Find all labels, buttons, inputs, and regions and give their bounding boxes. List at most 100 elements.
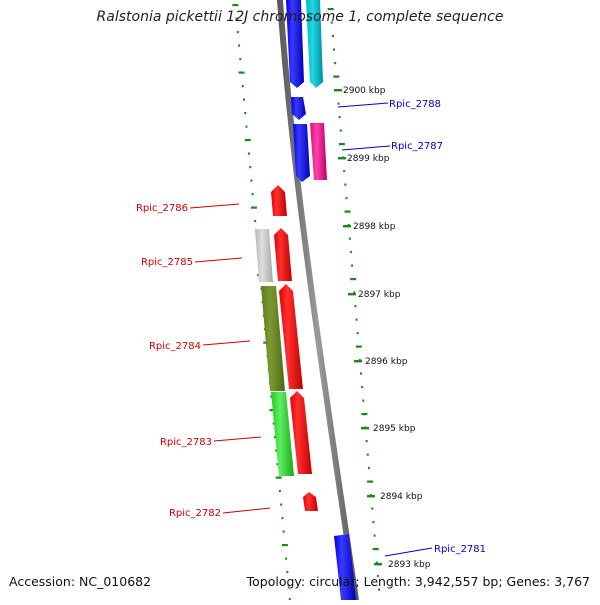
gene-rpic-2782[interactable] bbox=[303, 492, 318, 511]
gene-label[interactable]: Rpic_2784 bbox=[149, 341, 201, 352]
gene-label[interactable]: Rpic_2782 bbox=[169, 508, 221, 519]
gene-label[interactable]: Rpic_2787 bbox=[391, 141, 443, 152]
outer-tick bbox=[362, 399, 365, 402]
gene-rpic-2785-grey[interactable] bbox=[255, 229, 273, 282]
inner-tick bbox=[247, 152, 250, 155]
inner-tick bbox=[287, 584, 290, 587]
gene-cyan-top[interactable] bbox=[306, 0, 323, 88]
scale-label: 2897 kbp bbox=[358, 290, 401, 300]
inner-tick bbox=[236, 31, 239, 34]
inner-tick bbox=[285, 557, 288, 560]
outer-tick bbox=[367, 480, 374, 483]
outer-tick bbox=[376, 575, 379, 578]
gene-rpic-2789-top[interactable] bbox=[286, 0, 304, 88]
gene-rpic-2783-green[interactable] bbox=[271, 392, 294, 476]
inner-tick bbox=[235, 17, 238, 20]
scale-tick bbox=[338, 157, 346, 160]
chromosome-backbone bbox=[277, 0, 359, 600]
scale-tick bbox=[354, 360, 362, 363]
gene-label[interactable]: Rpic_2785 bbox=[141, 257, 193, 268]
inner-tick bbox=[251, 193, 254, 196]
forward-genes bbox=[286, 0, 356, 600]
outer-tick bbox=[367, 467, 370, 470]
outer-tick bbox=[327, 8, 334, 11]
inner-tick bbox=[278, 490, 281, 493]
scale-label: 2900 kbp bbox=[343, 86, 386, 96]
scale-label: 2899 kbp bbox=[347, 154, 390, 164]
gene-rpic-2784-red[interactable] bbox=[279, 284, 303, 389]
inner-tick bbox=[275, 449, 278, 452]
gene-rpic-2787-magenta[interactable] bbox=[310, 123, 327, 180]
inner-tick bbox=[245, 125, 248, 128]
gene-label-leader bbox=[194, 257, 243, 263]
inner-tick bbox=[250, 206, 257, 209]
inner-tick bbox=[275, 476, 282, 479]
gene-rpic-2783-red[interactable] bbox=[290, 391, 312, 474]
scale-label: 2898 kbp bbox=[353, 222, 396, 232]
inner-tick bbox=[269, 409, 276, 412]
outer-tick bbox=[354, 305, 357, 308]
gene-rpic-2788[interactable] bbox=[291, 97, 306, 120]
outer-tick bbox=[372, 548, 379, 551]
inner-tick bbox=[281, 544, 288, 547]
scale-markers: 2900 kbp 2899 kbp 2898 kbp 2897 kbp 2896 kbp… bbox=[334, 86, 431, 570]
scale-tick bbox=[367, 495, 375, 498]
inner-tick bbox=[241, 85, 244, 88]
gene-label-leader bbox=[213, 436, 262, 442]
outer-tick bbox=[333, 48, 336, 51]
outer-tick bbox=[345, 197, 348, 200]
genome-summary-text: Topology: circular; Length: 3,942,557 bp… bbox=[246, 574, 590, 589]
scale-tick bbox=[348, 293, 356, 296]
gene-label[interactable]: Rpic_2788 bbox=[389, 99, 441, 110]
inner-tick bbox=[273, 436, 276, 439]
inner-tick bbox=[286, 571, 289, 574]
outer-tick bbox=[361, 386, 364, 389]
outer-tick bbox=[334, 62, 337, 65]
inner-tick bbox=[270, 395, 273, 398]
inner-tick bbox=[232, 4, 239, 7]
outer-tick bbox=[356, 332, 359, 335]
gene-label[interactable]: Rpic_2786 bbox=[136, 203, 188, 214]
gene-label[interactable]: Rpic_2781 bbox=[434, 544, 486, 555]
outer-tick bbox=[343, 170, 346, 173]
outer-tick bbox=[349, 251, 352, 254]
outer-tick bbox=[338, 116, 341, 119]
outer-tick bbox=[350, 278, 357, 281]
outer-tick bbox=[338, 143, 345, 146]
inner-tick bbox=[281, 517, 284, 520]
gene-rpic-2781[interactable] bbox=[334, 534, 356, 600]
gene-rpic-2784-olive[interactable] bbox=[261, 286, 285, 391]
gene-rpic-2786[interactable] bbox=[271, 185, 287, 216]
inner-tick bbox=[272, 422, 275, 425]
outer-tick bbox=[360, 372, 363, 375]
map-title: Ralstonia pickettii 12J chromosome 1, co… bbox=[96, 9, 504, 25]
scale-tick bbox=[361, 427, 369, 430]
outer-tick bbox=[344, 183, 347, 186]
scale-label: 2894 kbp bbox=[380, 492, 423, 502]
outer-tick bbox=[331, 35, 334, 38]
gene-label-leader bbox=[341, 145, 391, 151]
outer-tick bbox=[337, 102, 340, 105]
scale-label: 2896 kbp bbox=[365, 357, 408, 367]
gene-labels: Rpic_2788 Rpic_2787 Rpic_2786 Rpic_2785 Rpic… bbox=[136, 99, 486, 557]
gene-rpic-2785-red[interactable] bbox=[274, 228, 292, 281]
inner-tick bbox=[254, 220, 257, 223]
outer-tick bbox=[355, 318, 358, 321]
gene-rpic-2787-blue[interactable] bbox=[293, 124, 310, 182]
inner-tick bbox=[288, 598, 291, 601]
inner-tick bbox=[244, 112, 247, 115]
scale-label: 2895 kbp bbox=[373, 424, 416, 434]
scale-tick bbox=[334, 89, 342, 92]
scale-tick bbox=[343, 225, 351, 228]
outer-tick bbox=[372, 521, 375, 524]
outer-tick bbox=[378, 588, 381, 591]
gene-label[interactable]: Rpic_2783 bbox=[160, 437, 212, 448]
gene-label-leader bbox=[337, 102, 389, 108]
reverse-genes bbox=[255, 185, 318, 511]
gene-label-leader bbox=[384, 547, 433, 557]
outer-tick bbox=[371, 507, 374, 510]
outer-tick bbox=[366, 453, 369, 456]
outer-tick bbox=[339, 129, 342, 132]
inner-tick bbox=[276, 463, 279, 466]
